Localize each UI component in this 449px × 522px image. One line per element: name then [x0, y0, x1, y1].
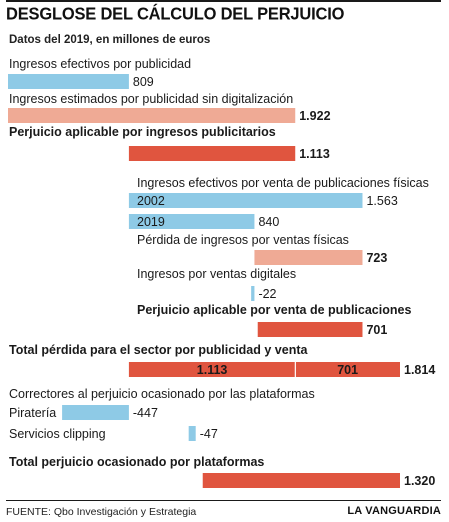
bar-category-label: 2002: [137, 194, 165, 208]
bar: [254, 250, 363, 265]
row-label: Ingresos estimados por publicidad sin di…: [9, 92, 293, 106]
bar-value-label: 701: [366, 323, 387, 337]
row-label: Ingresos efectivos por venta de publicac…: [137, 176, 429, 190]
row-label: Perjuicio aplicable por venta de publica…: [137, 303, 411, 317]
bar-category-label: Servicios clipping: [9, 427, 106, 441]
row-label: Perjuicio aplicable por ingresos publici…: [9, 125, 276, 139]
bar-value-label: 1.814: [404, 363, 435, 377]
bar: [62, 405, 129, 420]
bar-category-label: 2019: [137, 215, 165, 229]
bar-segment: [295, 362, 400, 377]
bar: [188, 426, 196, 441]
bar: [128, 214, 255, 229]
bar: [251, 286, 255, 301]
row-label: Total pérdida para el sector por publici…: [9, 343, 308, 357]
bar-value-label: -447: [133, 406, 158, 420]
footer-rule: [6, 500, 441, 501]
footer-source: FUENTE: Qbo Investigación y Estrategia: [6, 506, 197, 518]
bar-value-label: 1.922: [299, 109, 330, 123]
bar: [8, 108, 296, 123]
bar: [128, 146, 296, 161]
row-label: Pérdida de ingresos por ventas físicas: [137, 233, 349, 247]
row-label: Ingresos por ventas digitales: [137, 267, 296, 281]
bar-value-label: 1.113: [299, 147, 330, 161]
bar-value-label: 723: [366, 251, 387, 265]
chart-subtitle: Datos del 2019, en millones de euros: [9, 34, 211, 46]
bar-category-label: Piratería: [9, 406, 56, 420]
bar: [128, 193, 363, 208]
bar-segment-label: 1.113: [197, 363, 228, 377]
bar-value-label: 1.563: [366, 194, 397, 208]
bar-segment-label: 701: [337, 363, 358, 377]
bar-value-label: 840: [258, 215, 279, 229]
row-label: Total perjuicio ocasionado por plataform…: [9, 455, 264, 469]
row-label: Correctores al perjuicio ocasionado por …: [9, 387, 315, 401]
bar-segment: [128, 362, 296, 377]
bar-value-label: -22: [258, 287, 276, 301]
chart-title: DESGLOSE DEL CÁLCULO DEL PERJUICIO: [6, 5, 345, 24]
bar-value-label: -47: [200, 427, 218, 441]
bar-value-label: 809: [133, 75, 154, 89]
bar-divider: [294, 362, 296, 377]
bar: [8, 74, 129, 89]
row-label: Ingresos efectivos por publicidad: [9, 57, 191, 71]
top-rule: [6, 0, 441, 2]
bar: [202, 473, 400, 488]
bar-value-label: 1.320: [404, 474, 435, 488]
brand-logo-text: LA VANGUARDIA: [347, 505, 441, 517]
bar: [257, 322, 363, 337]
